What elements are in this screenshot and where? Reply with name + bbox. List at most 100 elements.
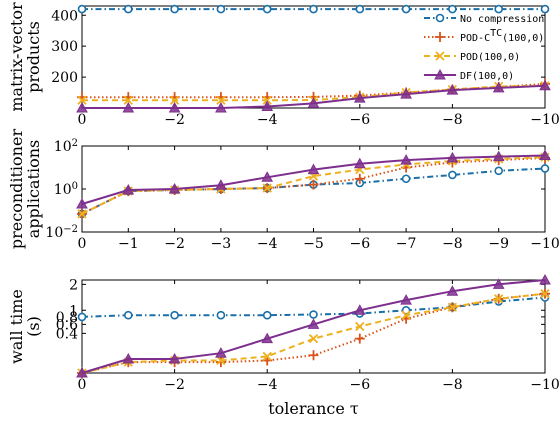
data-point bbox=[354, 333, 365, 344]
x-tick-label: 0 bbox=[78, 236, 87, 252]
legend-marker bbox=[435, 32, 445, 42]
data-point bbox=[494, 4, 504, 14]
legend-marker bbox=[435, 13, 445, 23]
x-tick-label: −1 bbox=[118, 236, 139, 252]
data-point bbox=[401, 310, 411, 320]
series-no-compression bbox=[77, 4, 550, 14]
data-point bbox=[170, 4, 179, 14]
series-line bbox=[81, 156, 546, 215]
data-point bbox=[446, 151, 459, 163]
data-point bbox=[353, 92, 366, 103]
data-point bbox=[124, 4, 133, 14]
data-point bbox=[77, 312, 87, 322]
data-point bbox=[539, 149, 551, 161]
x-tick-label: −4 bbox=[257, 112, 278, 128]
legend-label: No compression bbox=[460, 14, 544, 25]
series-no-compression bbox=[77, 293, 550, 322]
y-tick-label: 1 bbox=[69, 303, 78, 319]
data-point bbox=[539, 273, 551, 285]
data-point bbox=[76, 366, 88, 378]
data-point bbox=[216, 95, 226, 105]
data-point bbox=[492, 278, 505, 289]
data-point bbox=[353, 157, 366, 169]
data-point bbox=[77, 95, 87, 105]
data-point bbox=[262, 351, 272, 362]
data-point bbox=[355, 321, 365, 332]
data-point bbox=[540, 289, 550, 299]
data-point bbox=[122, 101, 135, 113]
data-point bbox=[307, 163, 320, 175]
x-axis-label: tolerance τ bbox=[268, 399, 359, 418]
data-point bbox=[216, 4, 226, 14]
y-tick-label: 10−2 bbox=[45, 224, 78, 242]
y-axis-label: wall time(s) bbox=[7, 289, 43, 364]
x-tick-label: −2 bbox=[164, 112, 185, 128]
y-tick-label: 0.4 bbox=[56, 326, 78, 342]
data-point bbox=[262, 310, 272, 320]
data-point bbox=[448, 4, 457, 14]
data-point bbox=[77, 4, 87, 14]
x-tick-label: −2 bbox=[164, 236, 185, 252]
data-point bbox=[170, 310, 179, 320]
series-df-100-0- bbox=[76, 273, 551, 378]
data-point bbox=[308, 350, 319, 361]
data-point bbox=[261, 332, 274, 344]
x-tick-label: −3 bbox=[211, 236, 232, 252]
x-tick-label: −10 bbox=[530, 377, 559, 393]
data-point bbox=[355, 4, 365, 14]
data-point bbox=[309, 310, 318, 319]
x-tick-label: −7 bbox=[396, 236, 417, 252]
series-df-100-0- bbox=[76, 149, 551, 209]
x-tick-label: −8 bbox=[442, 377, 463, 393]
data-point bbox=[492, 150, 505, 162]
data-point bbox=[447, 302, 458, 312]
data-point bbox=[400, 88, 412, 99]
data-point bbox=[540, 164, 550, 173]
series-line bbox=[81, 292, 546, 374]
legend-marker bbox=[434, 68, 446, 80]
data-point bbox=[446, 84, 459, 95]
legend-label: POD-CTC(100,0) bbox=[460, 28, 544, 45]
data-point bbox=[215, 357, 226, 368]
data-point bbox=[262, 183, 272, 193]
panel-wall-time: 0 −2 −4 −6 −8 −10 0.40.60.81 2 wall time(s) toler… bbox=[7, 273, 559, 418]
legend-label: POD(100,0) bbox=[460, 52, 520, 63]
series-pod-100-0- bbox=[77, 289, 550, 378]
data-point bbox=[262, 4, 272, 14]
data-point bbox=[168, 182, 181, 194]
data-point bbox=[309, 4, 318, 14]
series-pod-c-tc-100-0- bbox=[77, 152, 550, 219]
data-point bbox=[446, 285, 459, 296]
data-point bbox=[492, 81, 505, 93]
x-tick-label: −10 bbox=[530, 236, 559, 252]
data-point bbox=[308, 334, 319, 344]
data-point bbox=[168, 352, 181, 364]
data-point bbox=[400, 154, 412, 165]
data-point bbox=[540, 4, 550, 14]
y-tick-label: 0.8 bbox=[56, 310, 78, 326]
y-tick-label: 0.6 bbox=[56, 317, 78, 333]
data-point bbox=[448, 170, 457, 180]
data-point bbox=[216, 310, 226, 320]
y-tick-label: 102 bbox=[54, 138, 78, 156]
data-point bbox=[122, 352, 135, 364]
y-tick-label: 400 bbox=[51, 8, 78, 24]
y-tick-label: 2 bbox=[69, 277, 78, 293]
data-point bbox=[124, 310, 133, 320]
x-tick-label: −9 bbox=[488, 236, 509, 252]
data-point bbox=[401, 4, 411, 14]
x-tick-label: −10 bbox=[530, 112, 559, 128]
data-point bbox=[77, 209, 87, 219]
x-tick-label: −6 bbox=[349, 377, 370, 393]
data-point bbox=[215, 179, 227, 190]
panel-preconditioner-applications: 0 −1 −2 −3 −4 −5 −6 −7 −8 −9 −10 10−2 100 102 precondi… bbox=[7, 129, 559, 252]
data-point bbox=[262, 95, 272, 105]
data-point bbox=[307, 97, 320, 108]
x-tick-label: 0 bbox=[78, 377, 87, 393]
y-tick-label: 200 bbox=[51, 70, 78, 86]
data-point bbox=[122, 183, 135, 195]
x-tick-label: −8 bbox=[442, 112, 463, 128]
y-tick-label: 100 bbox=[54, 181, 78, 199]
data-point bbox=[215, 101, 227, 113]
